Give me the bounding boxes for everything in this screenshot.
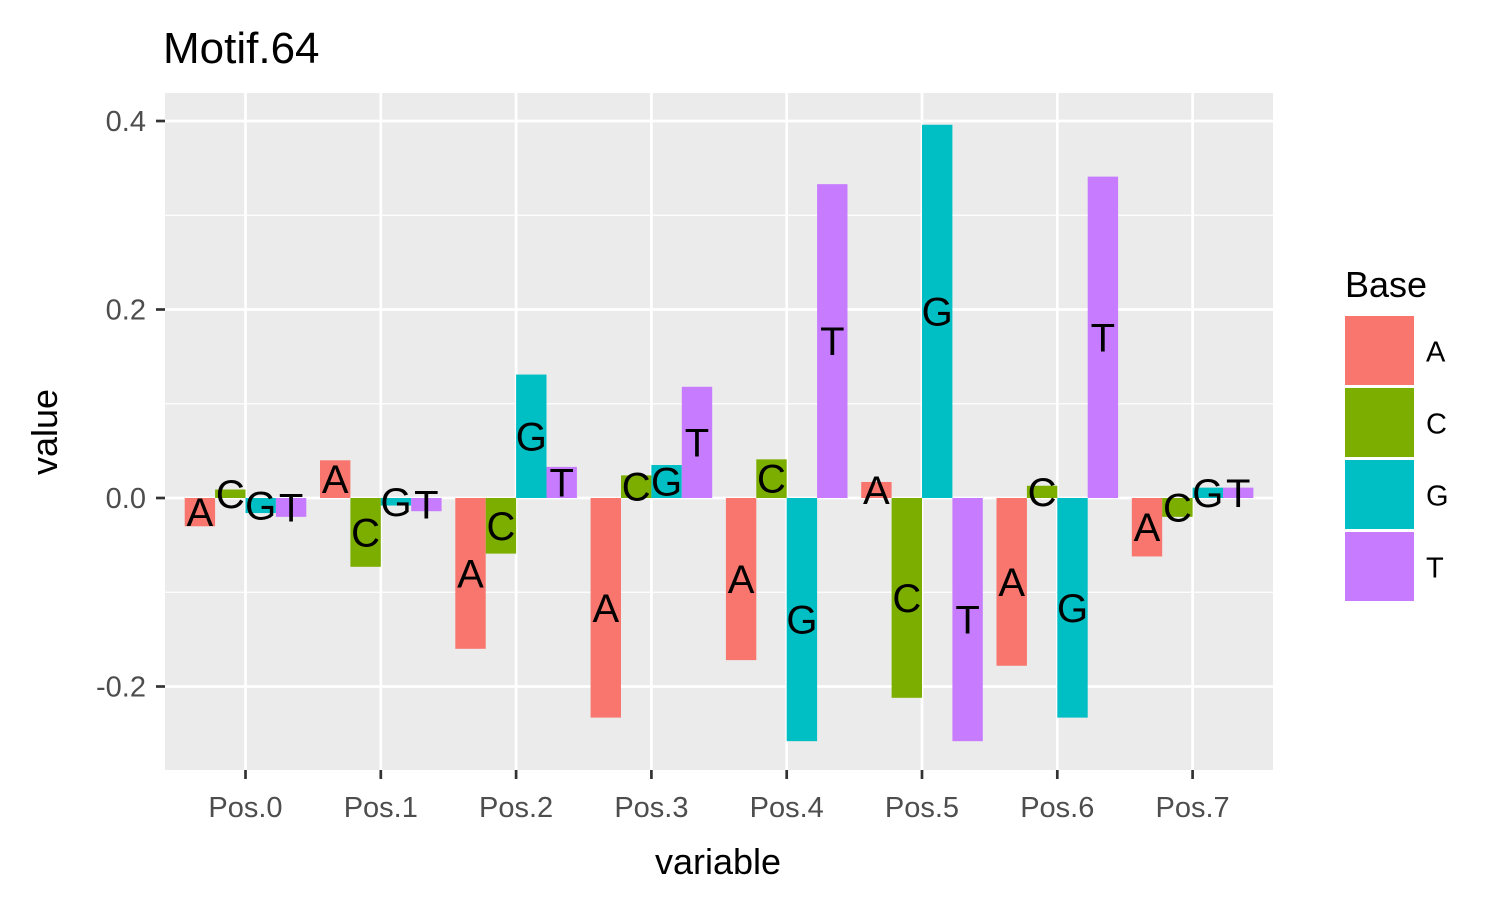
bar-G-Pos.4 — [786, 498, 818, 742]
legend-label-T: T — [1426, 553, 1444, 585]
bar-T-Pos.6 — [1087, 176, 1119, 499]
bar-label-A-Pos.7: A — [1134, 506, 1161, 550]
legend-key-C — [1345, 388, 1414, 457]
bar-T-Pos.1 — [411, 498, 442, 512]
bar-C-Pos.3 — [621, 475, 652, 498]
bars — [184, 124, 1254, 742]
bar-C-Pos.4 — [756, 459, 787, 498]
bar-label-G-Pos.4: G — [786, 599, 817, 643]
bar-label-T-Pos.7: T — [1226, 472, 1250, 516]
bar-label-T-Pos.0: T — [279, 486, 303, 530]
bar-label-T-Pos.4: T — [820, 320, 844, 364]
bar-label-T-Pos.5: T — [955, 599, 979, 643]
bar-G-Pos.5 — [922, 124, 953, 499]
bar-T-Pos.5 — [952, 498, 983, 742]
legend-key-G — [1345, 460, 1414, 529]
y-tick-label: 0.4 — [106, 106, 146, 138]
bar-label-A-Pos.1: A — [322, 458, 349, 502]
bar-T-Pos.7 — [1223, 487, 1254, 498]
bar-C-Pos.1 — [350, 498, 381, 567]
bar-label-A-Pos.4: A — [728, 558, 755, 602]
bar-T-Pos.4 — [817, 184, 848, 498]
bar-label-T-Pos.1: T — [414, 484, 438, 528]
bar-T-Pos.0 — [275, 498, 307, 517]
bar-label-C-Pos.2: C — [486, 505, 515, 549]
bar-G-Pos.3 — [651, 465, 682, 498]
x-axis-title: variable — [655, 841, 781, 882]
bar-label-A-Pos.6: A — [998, 561, 1025, 605]
bar-A-Pos.6 — [996, 498, 1027, 666]
bar-C-Pos.7 — [1162, 498, 1193, 517]
chart-title: Motif.64 — [163, 24, 320, 73]
bar-label-G-Pos.5: G — [922, 290, 953, 334]
bar-A-Pos.7 — [1131, 498, 1163, 557]
legend-key-T — [1345, 532, 1414, 601]
bar-label-G-Pos.6: G — [1057, 587, 1088, 631]
bar-C-Pos.2 — [485, 498, 517, 554]
y-tick-label: 0.2 — [106, 295, 146, 327]
bar-C-Pos.0 — [215, 489, 246, 498]
bar-A-Pos.5 — [861, 481, 892, 498]
bar-label-C-Pos.7: C — [1163, 486, 1192, 530]
y-axis-title: value — [24, 389, 65, 475]
bar-label-A-Pos.3: A — [592, 587, 619, 631]
bar-label-G-Pos.0: G — [245, 485, 276, 529]
bar-G-Pos.1 — [380, 498, 412, 506]
bar-A-Pos.0 — [184, 498, 216, 527]
bar-G-Pos.0 — [245, 498, 276, 514]
legend-key-A — [1345, 316, 1414, 385]
bar-A-Pos.3 — [590, 498, 621, 718]
bar-label-A-Pos.2: A — [457, 552, 484, 596]
legend-title: Base — [1345, 264, 1427, 305]
bar-C-Pos.5 — [891, 498, 922, 698]
bar-label-G-Pos.3: G — [651, 461, 682, 505]
bar-label-C-Pos.0: C — [216, 473, 245, 517]
bar-label-C-Pos.3: C — [622, 466, 651, 510]
x-axis: Pos.0 Pos.1 Pos.2 Pos.3 Pos.4 Pos.5 Pos.6 Pos.7 — [208, 770, 1230, 824]
bar-label-T-Pos.3: T — [685, 421, 709, 465]
bar-C-Pos.6 — [1026, 485, 1058, 498]
x-tick-label: Pos.7 — [1156, 792, 1230, 824]
x-tick-label: Pos.5 — [885, 792, 959, 824]
bar-label-G-Pos.1: G — [380, 481, 411, 525]
bar-G-Pos.2 — [516, 374, 547, 498]
bar-label-A-Pos.5: A — [863, 469, 890, 513]
bar-A-Pos.2 — [455, 498, 486, 649]
y-axis: -0.2 0.0 0.2 0.4 — [96, 106, 165, 704]
bar-label-T-Pos.6: T — [1091, 316, 1115, 360]
x-tick-label: Pos.4 — [750, 792, 824, 824]
bar-T-Pos.2 — [546, 466, 577, 498]
bar-label-G-Pos.2: G — [516, 415, 547, 459]
x-tick-label: Pos.0 — [208, 792, 282, 824]
y-tick-label: -0.2 — [96, 672, 146, 704]
legend-label-G: G — [1426, 481, 1449, 513]
bar-label-C-Pos.5: C — [892, 577, 921, 621]
bar-A-Pos.1 — [320, 460, 351, 498]
x-tick-label: Pos.1 — [344, 792, 418, 824]
bar-A-Pos.4 — [725, 498, 757, 661]
bar-label-G-Pos.7: G — [1192, 472, 1223, 516]
x-tick-label: Pos.3 — [614, 792, 688, 824]
legend: A C G T — [1345, 316, 1449, 601]
legend-label-A: A — [1426, 337, 1446, 369]
bar-label-A-Pos.0: A — [187, 491, 214, 535]
bar-label-T-Pos.2: T — [549, 461, 573, 505]
bar-G-Pos.6 — [1057, 498, 1088, 718]
legend-label-C: C — [1426, 409, 1447, 441]
y-tick-label: 0.0 — [106, 483, 146, 515]
x-tick-label: Pos.6 — [1020, 792, 1094, 824]
bar-label-C-Pos.6: C — [1028, 471, 1057, 515]
bar-label-C-Pos.4: C — [757, 458, 786, 502]
bar-G-Pos.7 — [1192, 487, 1223, 498]
x-tick-label: Pos.2 — [479, 792, 553, 824]
bar-T-Pos.3 — [681, 386, 713, 498]
bar-label-C-Pos.1: C — [351, 511, 380, 555]
